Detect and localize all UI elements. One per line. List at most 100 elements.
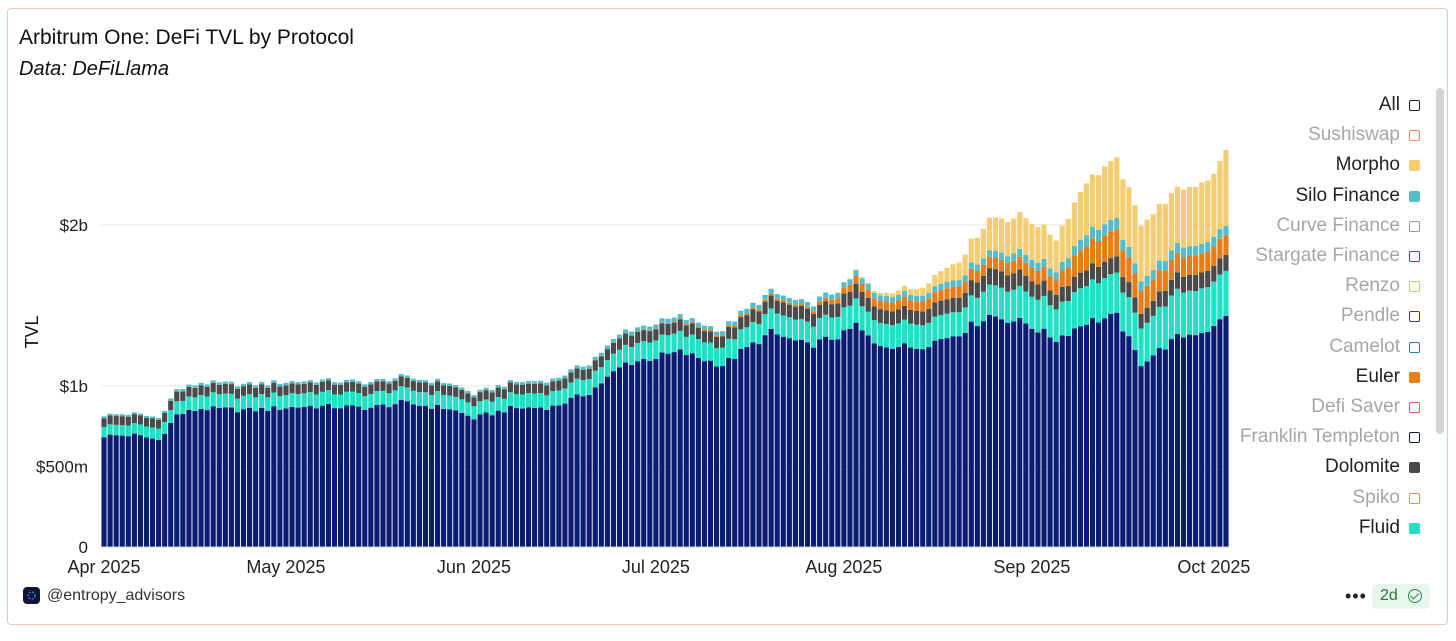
bar-silo-finance bbox=[271, 380, 277, 383]
bar-dolomite bbox=[568, 372, 574, 383]
bar-silo-finance bbox=[392, 378, 398, 381]
bar-silo-finance bbox=[471, 395, 477, 398]
bar-silo-finance bbox=[944, 281, 950, 289]
legend-swatch-icon[interactable] bbox=[1409, 432, 1420, 444]
legend-item-label[interactable]: Defi Saver bbox=[1311, 396, 1400, 417]
bar-base bbox=[222, 407, 228, 547]
bar-dolomite bbox=[1053, 294, 1059, 310]
legend-item-label[interactable]: Pendle bbox=[1340, 305, 1400, 327]
bar-fluid bbox=[829, 317, 835, 340]
bar-morpho bbox=[901, 285, 908, 292]
bar-base bbox=[180, 413, 186, 547]
bar-euler bbox=[1150, 279, 1156, 301]
bar-base bbox=[992, 316, 999, 547]
bar-dolomite bbox=[574, 368, 580, 379]
bar-dolomite bbox=[780, 302, 786, 316]
legend-swatch-icon[interactable] bbox=[1409, 402, 1420, 413]
bar-silo-finance bbox=[1029, 259, 1035, 268]
bar-dolomite bbox=[1065, 285, 1071, 302]
bar-dolomite bbox=[319, 381, 325, 392]
bar-silo-finance bbox=[1174, 242, 1181, 253]
bar-silo-finance bbox=[792, 299, 798, 305]
legend-item-label[interactable]: Franklin Templeton bbox=[1239, 426, 1400, 448]
bar-fluid bbox=[1132, 312, 1138, 350]
bar-base bbox=[1180, 337, 1187, 547]
bar-morpho bbox=[1193, 187, 1199, 246]
bar-silo-finance bbox=[1005, 256, 1011, 264]
bar-euler bbox=[859, 283, 865, 292]
bar-fluid bbox=[962, 307, 968, 333]
bar-dolomite bbox=[720, 336, 726, 348]
refresh-badge[interactable]: 2d bbox=[1372, 584, 1430, 609]
legend-item-label[interactable]: Euler bbox=[1355, 365, 1400, 387]
bar-base bbox=[350, 405, 356, 547]
bar-base bbox=[295, 407, 301, 547]
bar-dolomite bbox=[137, 415, 143, 425]
bar-silo-finance bbox=[762, 294, 768, 300]
legend-item-label[interactable]: Dolomite bbox=[1325, 456, 1400, 478]
bar-base bbox=[216, 407, 222, 547]
legend-item-label[interactable]: Morpho bbox=[1335, 154, 1400, 176]
bar-fluid bbox=[586, 378, 592, 395]
bar-dolomite bbox=[841, 293, 847, 308]
legend-swatch-icon[interactable] bbox=[1409, 251, 1420, 262]
footer-handle[interactable]: @entropy_advisors bbox=[47, 587, 186, 604]
bar-fluid bbox=[1059, 301, 1065, 336]
bar-dolomite bbox=[980, 275, 986, 292]
bar-base bbox=[707, 360, 714, 547]
legend-swatch-icon[interactable] bbox=[1409, 190, 1420, 202]
bar-dolomite bbox=[156, 419, 162, 429]
bar-fluid bbox=[1096, 283, 1102, 323]
legend-swatch-icon[interactable] bbox=[1409, 281, 1420, 293]
legend-item-label[interactable]: Curve Finance bbox=[1276, 214, 1400, 236]
legend-swatch-icon[interactable] bbox=[1409, 160, 1420, 172]
legend-item-label[interactable]: All bbox=[1378, 94, 1400, 115]
legend-swatch-icon[interactable] bbox=[1409, 371, 1420, 383]
bar-morpho bbox=[1187, 186, 1193, 247]
bar-silo-finance bbox=[926, 292, 932, 299]
bar-base bbox=[331, 408, 338, 547]
bar-morpho bbox=[992, 217, 999, 251]
bar-dolomite bbox=[871, 306, 877, 321]
bar-euler bbox=[938, 290, 944, 301]
bar-fluid bbox=[756, 323, 762, 345]
bar-dolomite bbox=[210, 382, 216, 393]
bar-euler bbox=[1144, 285, 1150, 309]
legend-swatch-icon[interactable] bbox=[1409, 100, 1420, 111]
legend-swatch-icon[interactable] bbox=[1409, 522, 1420, 534]
bar-base bbox=[301, 407, 307, 547]
bar-euler bbox=[720, 335, 726, 337]
bar-dolomite bbox=[811, 313, 817, 327]
bar-silo-finance bbox=[871, 292, 877, 299]
bar-fluid bbox=[1102, 278, 1108, 319]
bar-euler bbox=[1059, 270, 1065, 287]
bar-silo-finance bbox=[507, 379, 513, 383]
bar-silo-finance bbox=[295, 382, 301, 385]
legend-swatch-icon[interactable] bbox=[1409, 341, 1420, 353]
legend-item-label[interactable]: Camelot bbox=[1329, 335, 1400, 357]
bar-silo-finance bbox=[1217, 229, 1223, 239]
legend-item-label[interactable]: Fluid bbox=[1358, 516, 1400, 538]
legend-swatch-icon[interactable] bbox=[1409, 311, 1420, 323]
bar-base bbox=[204, 410, 210, 547]
bar-fluid bbox=[798, 318, 805, 340]
legend-item-label[interactable]: Renzo bbox=[1345, 275, 1400, 297]
legend-swatch-icon[interactable] bbox=[1409, 130, 1420, 142]
bar-base bbox=[908, 347, 914, 547]
bar-dolomite bbox=[671, 322, 677, 334]
legend-scrollbar[interactable] bbox=[1436, 88, 1444, 434]
bar-euler bbox=[780, 300, 786, 303]
bar-base bbox=[307, 405, 313, 547]
bar-base bbox=[835, 339, 841, 547]
bar-morpho bbox=[1114, 157, 1120, 219]
legend-swatch-icon[interactable] bbox=[1409, 220, 1420, 232]
more-options-icon[interactable]: ••• bbox=[1345, 586, 1367, 606]
legend-swatch-icon[interactable] bbox=[1409, 462, 1420, 474]
legend-item-label[interactable]: Stargate Finance bbox=[1255, 245, 1400, 266]
legend-item-label[interactable]: Sushiswap bbox=[1308, 124, 1400, 146]
legend-item-label[interactable]: Silo Finance bbox=[1295, 184, 1400, 206]
bar-dolomite bbox=[101, 418, 107, 427]
legend-swatch-icon[interactable] bbox=[1409, 492, 1420, 504]
legend-item-label[interactable]: Spiko bbox=[1352, 486, 1400, 508]
bar-fluid bbox=[1144, 322, 1150, 362]
